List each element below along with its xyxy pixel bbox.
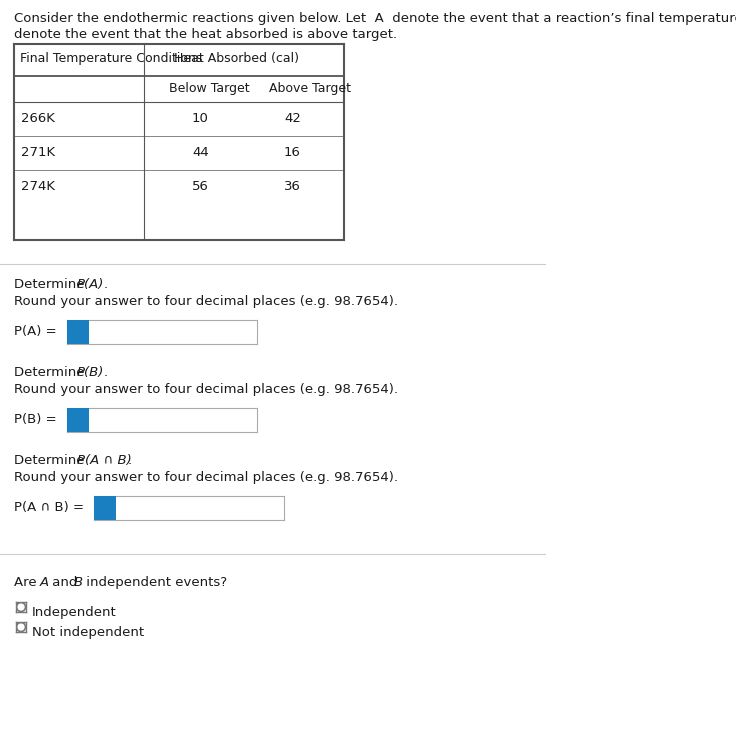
Text: Independent: Independent bbox=[32, 606, 117, 619]
Text: Final Temperature Conditions: Final Temperature Conditions bbox=[20, 52, 202, 65]
Text: 271K: 271K bbox=[21, 146, 55, 159]
Text: 10: 10 bbox=[192, 112, 209, 125]
Text: 44: 44 bbox=[192, 146, 209, 159]
Text: Above Target: Above Target bbox=[269, 82, 351, 95]
Text: independent events?: independent events? bbox=[82, 576, 227, 589]
Text: Not independent: Not independent bbox=[32, 626, 144, 639]
Text: .: . bbox=[104, 278, 108, 291]
Text: P(A) =: P(A) = bbox=[14, 325, 57, 338]
Text: i: i bbox=[103, 502, 107, 515]
Text: Heat Absorbed (cal): Heat Absorbed (cal) bbox=[174, 52, 299, 65]
Text: Consider the endothermic reactions given below. Let  A  denote the event that a : Consider the endothermic reactions given… bbox=[14, 12, 736, 25]
Text: 36: 36 bbox=[284, 180, 301, 193]
Circle shape bbox=[16, 623, 26, 632]
Text: and: and bbox=[48, 576, 82, 589]
Text: 56: 56 bbox=[192, 180, 209, 193]
Text: 274K: 274K bbox=[21, 180, 55, 193]
Text: P(A): P(A) bbox=[77, 278, 105, 291]
Text: Determine: Determine bbox=[14, 278, 89, 291]
Text: A: A bbox=[40, 576, 49, 589]
Text: i: i bbox=[76, 414, 80, 427]
Text: .: . bbox=[104, 366, 108, 379]
Text: 266K: 266K bbox=[21, 112, 55, 125]
Text: i: i bbox=[76, 326, 80, 339]
Text: .: . bbox=[128, 454, 132, 467]
Text: 42: 42 bbox=[284, 112, 301, 125]
Text: Round your answer to four decimal places (e.g. 98.7654).: Round your answer to four decimal places… bbox=[14, 383, 398, 396]
Text: denote the event that the heat absorbed is above target.: denote the event that the heat absorbed … bbox=[14, 28, 397, 41]
Text: Round your answer to four decimal places (e.g. 98.7654).: Round your answer to four decimal places… bbox=[14, 295, 398, 308]
Text: P(B) =: P(B) = bbox=[14, 413, 57, 426]
Text: P(B): P(B) bbox=[77, 366, 105, 379]
Text: Round your answer to four decimal places (e.g. 98.7654).: Round your answer to four decimal places… bbox=[14, 471, 398, 484]
Text: Are: Are bbox=[14, 576, 41, 589]
Text: 16: 16 bbox=[284, 146, 301, 159]
Text: Below Target: Below Target bbox=[169, 82, 250, 95]
Text: P(A ∩ B): P(A ∩ B) bbox=[77, 454, 132, 467]
Text: P(A ∩ B) =: P(A ∩ B) = bbox=[14, 501, 84, 514]
Text: Determine: Determine bbox=[14, 454, 89, 467]
Text: B: B bbox=[74, 576, 83, 589]
Circle shape bbox=[16, 603, 26, 612]
Text: Determine: Determine bbox=[14, 366, 89, 379]
